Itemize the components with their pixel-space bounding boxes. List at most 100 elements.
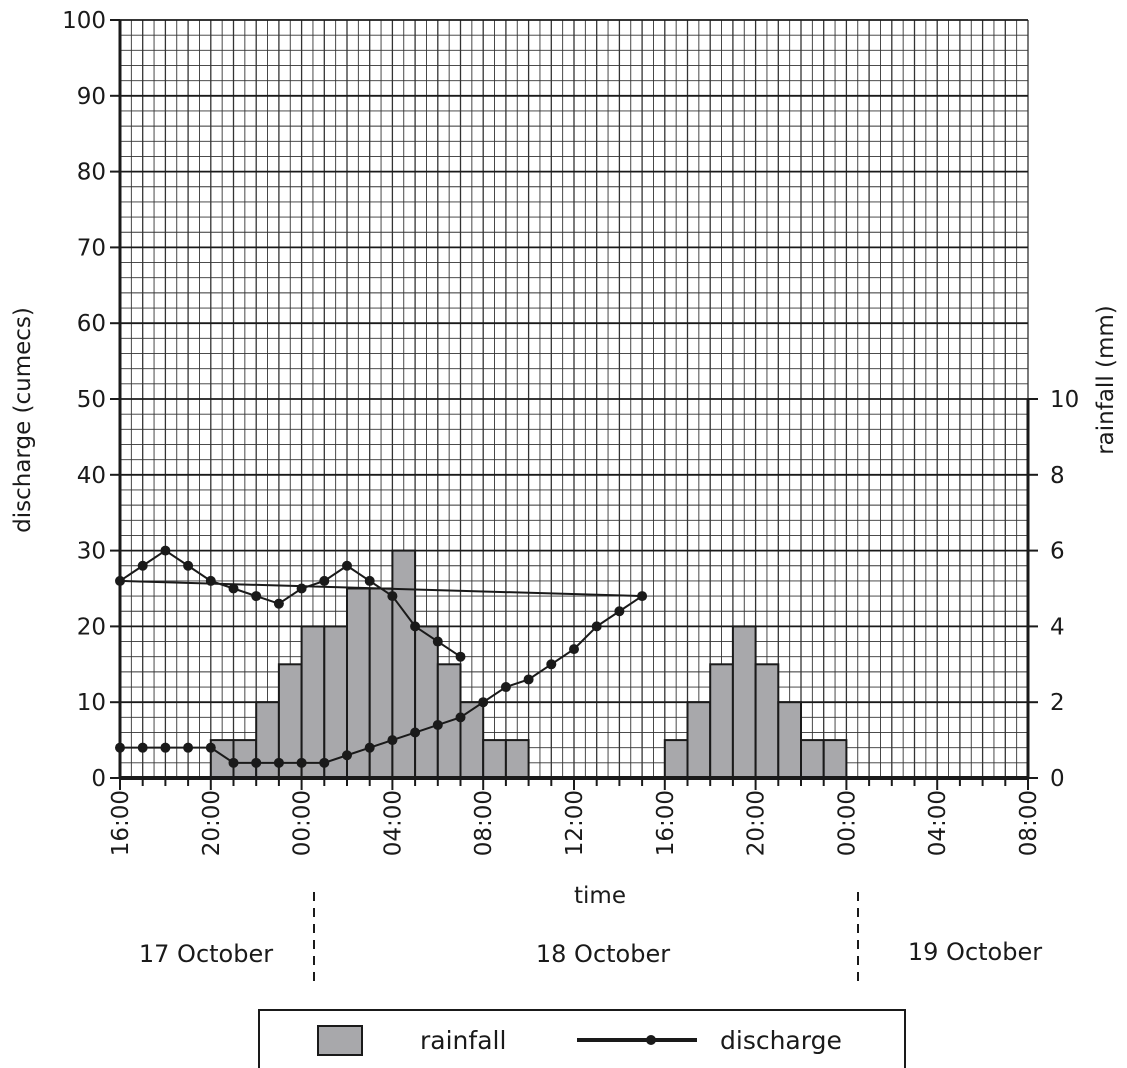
y-tick-label-left: 50 bbox=[77, 387, 106, 413]
x-axis-ticks: 16:00 20:00 00:00 04:00 08:00 12:00 16:00 20:00… bbox=[108, 778, 1042, 856]
discharge-point bbox=[410, 727, 421, 738]
discharge-point bbox=[296, 583, 307, 594]
discharge-point bbox=[342, 560, 352, 571]
legend: rainfall discharge bbox=[258, 1009, 906, 1068]
right-axis-ticks: 0 2 4 6 8 10 bbox=[1028, 387, 1079, 792]
discharge-point bbox=[364, 575, 375, 586]
x-tick-label: 04:00 bbox=[925, 790, 951, 856]
rainfall-bar bbox=[255, 701, 280, 780]
discharge-point bbox=[205, 742, 216, 753]
discharge-point bbox=[569, 644, 579, 655]
discharge-point bbox=[637, 591, 648, 602]
discharge-point bbox=[387, 735, 398, 746]
legend-frame bbox=[258, 1009, 906, 1068]
x-tick-label: 08:00 bbox=[1016, 790, 1042, 856]
y-tick-label-left: 100 bbox=[62, 8, 106, 34]
rainfall-bar bbox=[504, 739, 530, 779]
rainfall-bar bbox=[391, 549, 417, 779]
y-tick-label-left: 60 bbox=[77, 311, 106, 337]
discharge-point bbox=[478, 697, 489, 708]
discharge-point bbox=[228, 757, 239, 768]
y-tick-label-left: 70 bbox=[77, 235, 106, 261]
y-tick-label-right: 4 bbox=[1050, 614, 1065, 640]
discharge-point bbox=[432, 636, 443, 647]
y-tick-label-right: 6 bbox=[1050, 539, 1065, 565]
discharge-point bbox=[273, 757, 284, 768]
discharge-point bbox=[387, 591, 398, 602]
y-tick-label-right: 2 bbox=[1050, 690, 1065, 716]
x-tick-label: 16:00 bbox=[108, 790, 134, 856]
discharge-point bbox=[205, 575, 216, 586]
y-tick-label-left: 40 bbox=[77, 463, 106, 489]
discharge-point bbox=[273, 598, 284, 609]
rainfall-bar bbox=[686, 701, 712, 780]
x-axis-title: time bbox=[574, 883, 626, 909]
y-tick-label-left: 30 bbox=[77, 539, 106, 565]
legend-rainfall-swatch bbox=[317, 1025, 363, 1056]
rainfall-bar bbox=[482, 739, 507, 779]
discharge-polyline bbox=[116, 549, 646, 764]
y-tick-label-right: 10 bbox=[1050, 387, 1079, 413]
y-tick-label-left: 10 bbox=[77, 690, 106, 716]
left-axis-ticks: 0 10 20 30 40 50 60 70 80 90 100 bbox=[62, 8, 120, 792]
y-axis-right-title: rainfall (mm) bbox=[1093, 305, 1119, 455]
x-tick-label: 20:00 bbox=[744, 790, 770, 856]
rainfall-bar bbox=[300, 625, 326, 780]
x-tick-label: 12:00 bbox=[562, 790, 588, 856]
rainfall-bar bbox=[459, 701, 485, 780]
legend-discharge-label: discharge bbox=[720, 1026, 842, 1055]
y-tick-label-right: 0 bbox=[1050, 766, 1065, 792]
rainfall-bar bbox=[414, 625, 439, 780]
rainfall-bar bbox=[754, 663, 780, 779]
rainfall-bar bbox=[731, 625, 757, 780]
x-tick-label: 00:00 bbox=[290, 790, 316, 856]
legend-discharge-marker bbox=[646, 1035, 656, 1045]
discharge-point bbox=[228, 583, 239, 594]
discharge-point bbox=[500, 682, 511, 693]
rainfall-bar bbox=[800, 739, 825, 779]
discharge-point bbox=[183, 742, 194, 753]
discharge-point bbox=[296, 757, 307, 768]
date-label-19-october: 19 October bbox=[908, 938, 1042, 966]
discharge-point bbox=[251, 757, 262, 768]
rainfall-bar bbox=[822, 739, 848, 779]
discharge-point bbox=[319, 575, 330, 586]
discharge-point bbox=[160, 742, 171, 753]
y-tick-label-left: 90 bbox=[77, 84, 106, 110]
x-tick-label: 16:00 bbox=[653, 790, 679, 856]
date-label-17-october: 17 October bbox=[139, 940, 273, 968]
discharge-point bbox=[614, 606, 625, 617]
date-label-18-october: 18 October bbox=[536, 940, 670, 968]
rainfall-bar bbox=[777, 701, 802, 780]
discharge-point bbox=[455, 651, 466, 662]
rainfall-bars bbox=[209, 549, 848, 780]
discharge-point bbox=[591, 621, 602, 632]
x-tick-label: 08:00 bbox=[471, 790, 497, 856]
y-tick-label-left: 80 bbox=[77, 160, 106, 186]
rainfall-bar bbox=[232, 739, 258, 779]
discharge-line bbox=[115, 545, 648, 768]
discharge-point bbox=[364, 742, 375, 753]
discharge-point bbox=[410, 621, 421, 632]
y-tick-label-left: 20 bbox=[77, 614, 106, 640]
discharge-point bbox=[251, 591, 262, 602]
discharge-point bbox=[546, 659, 557, 670]
rainfall-bar bbox=[663, 739, 689, 779]
discharge-point bbox=[342, 750, 352, 761]
x-tick-label: 20:00 bbox=[199, 790, 225, 856]
discharge-point bbox=[160, 545, 171, 556]
x-tick-label: 04:00 bbox=[380, 790, 406, 856]
discharge-point bbox=[523, 674, 534, 685]
discharge-point bbox=[137, 742, 148, 753]
rainfall-bar bbox=[709, 663, 734, 779]
x-tick-label: 00:00 bbox=[834, 790, 860, 856]
discharge-point bbox=[455, 712, 466, 723]
discharge-point bbox=[183, 560, 194, 571]
y-tick-label-left: 0 bbox=[91, 766, 106, 792]
discharge-point bbox=[432, 719, 443, 730]
legend-rainfall-label: rainfall bbox=[420, 1026, 506, 1055]
discharge-point bbox=[319, 757, 330, 768]
y-axis-left-title: discharge (cumecs) bbox=[10, 307, 36, 533]
discharge-point bbox=[137, 560, 148, 571]
